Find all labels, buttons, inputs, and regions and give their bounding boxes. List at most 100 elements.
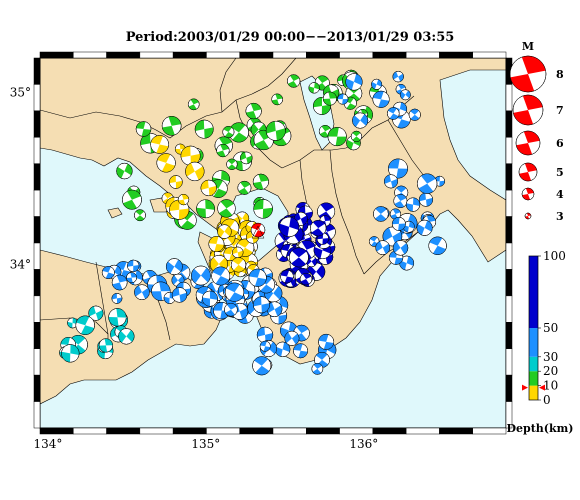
depth-band: [529, 385, 538, 400]
earthquake-beachball: [161, 116, 182, 136]
earthquake-beachball: [135, 121, 152, 137]
lon-tick-label: 134°: [33, 437, 62, 451]
earthquake-beachball: [293, 343, 308, 359]
earthquake-beachball: [171, 287, 188, 303]
earthquake-beachball: [253, 296, 270, 314]
earthquake-beachball: [284, 330, 300, 346]
earthquake-beachball: [101, 266, 115, 279]
earthquake-beachball: [386, 107, 400, 120]
highlight-marker: [251, 225, 265, 239]
earthquake-beachball: [111, 293, 123, 304]
earthquake-beachball: [156, 153, 176, 173]
earthquake-beachball: [98, 338, 113, 353]
earthquake-beachball: [287, 74, 301, 88]
map-frame: [33, 51, 513, 435]
earthquake-beachball: [174, 143, 186, 155]
earthquake-beachball: [228, 122, 249, 143]
earthquake-beachball: [521, 187, 535, 201]
earthquake-beachball: [308, 82, 320, 94]
earthquake-beachball: [391, 216, 406, 231]
earthquake-beachball: [127, 259, 140, 273]
earthquake-beachball: [408, 108, 421, 121]
depth-indicator-left: [522, 384, 528, 391]
earthquake-beachball: [271, 93, 283, 106]
earthquake-beachball: [61, 344, 80, 363]
earthquake-beachball: [318, 333, 335, 350]
earthquake-beachball: [518, 162, 538, 182]
lat-tick-label: 35°: [10, 85, 31, 99]
earthquake-beachball: [327, 127, 347, 147]
depth-tick-label: 30: [543, 350, 558, 364]
earthquake-beachball: [383, 174, 398, 189]
earthquake-beachball: [191, 265, 211, 286]
lat-axis: 35° 34°: [10, 85, 31, 271]
earthquake-beachball: [399, 255, 415, 271]
earthquake-beachball: [392, 70, 404, 83]
magnitude-label: 4: [556, 188, 564, 201]
earthquake-beachball: [375, 240, 391, 255]
land-island-small: [107, 207, 123, 219]
earthquake-beachball: [211, 266, 231, 286]
earthquake-beachball: [389, 208, 402, 220]
earthquake-beachball: [217, 224, 232, 239]
depth-tick-label: 0: [543, 393, 551, 407]
earthquake-beachball: [169, 175, 183, 189]
earthquake-beachball: [134, 209, 146, 222]
earthquake-beachball: [252, 173, 269, 190]
earthquake-beachball: [253, 199, 273, 219]
earthquake-beachball: [345, 73, 363, 91]
earthquake-beachball: [515, 130, 541, 156]
earthquake-markers: [59, 69, 447, 376]
earthquake-beachball: [196, 199, 215, 219]
earthquake-beachball: [371, 78, 383, 90]
earthquake-beachball: [216, 143, 230, 158]
magnitude-legend-title: M: [522, 40, 534, 53]
earthquake-beachball: [524, 212, 532, 220]
earthquake-beachball: [388, 158, 408, 179]
earthquake-beachball: [310, 219, 327, 237]
earthquake-beachball: [108, 308, 127, 327]
earthquake-beachball: [134, 284, 150, 301]
depth-tick-label: 10: [543, 379, 558, 393]
earthquake-beachball: [185, 161, 205, 182]
earthquake-beachball: [248, 268, 267, 287]
earthquake-beachball: [126, 272, 137, 283]
earthquake-beachball: [250, 222, 266, 238]
earthquake-beachball: [509, 55, 547, 93]
earthquake-beachball: [200, 179, 217, 197]
earthquake-beachball: [289, 247, 309, 268]
earthquake-beachball: [512, 94, 544, 126]
earthquake-beachball: [177, 193, 190, 206]
depth-tick-label: 20: [543, 364, 558, 378]
earthquake-beachball: [202, 290, 218, 307]
depth-band: [529, 356, 538, 372]
earthquake-beachball: [256, 326, 274, 344]
earthquake-beachball: [265, 120, 286, 141]
earthquake-beachball: [350, 130, 363, 142]
earthquake-beachball: [118, 328, 135, 345]
earthquake-beachball: [418, 192, 434, 207]
lon-tick-label: 135°: [191, 437, 220, 451]
earthquake-beachball: [208, 236, 225, 253]
map-title: Period:2003/01/29 00:00−−2013/01/29 03:5…: [125, 30, 455, 45]
earthquake-beachball: [280, 269, 294, 284]
earthquake-beachball: [392, 240, 409, 256]
earthquake-beachball: [416, 219, 433, 236]
earthquake-beachball: [299, 272, 313, 286]
earthquake-beachball: [226, 158, 238, 170]
earthquake-beachball: [352, 112, 369, 129]
earthquake-beachball: [405, 197, 421, 212]
earthquake-beachball: [111, 274, 128, 291]
magnitude-label: 7: [556, 104, 564, 117]
earthquake-beachball: [224, 282, 245, 302]
magnitude-legend: M 8 7 6 5 4 3: [509, 40, 564, 223]
earthquake-beachball: [245, 102, 262, 120]
earthquake-beachball: [194, 119, 214, 139]
lat-tick-label: 34°: [10, 258, 31, 272]
earthquake-beachball: [399, 89, 411, 101]
earthquake-beachball: [222, 126, 235, 138]
earthquake-beachball: [428, 236, 447, 255]
depth-axis-label: Depth(km): [507, 422, 574, 435]
